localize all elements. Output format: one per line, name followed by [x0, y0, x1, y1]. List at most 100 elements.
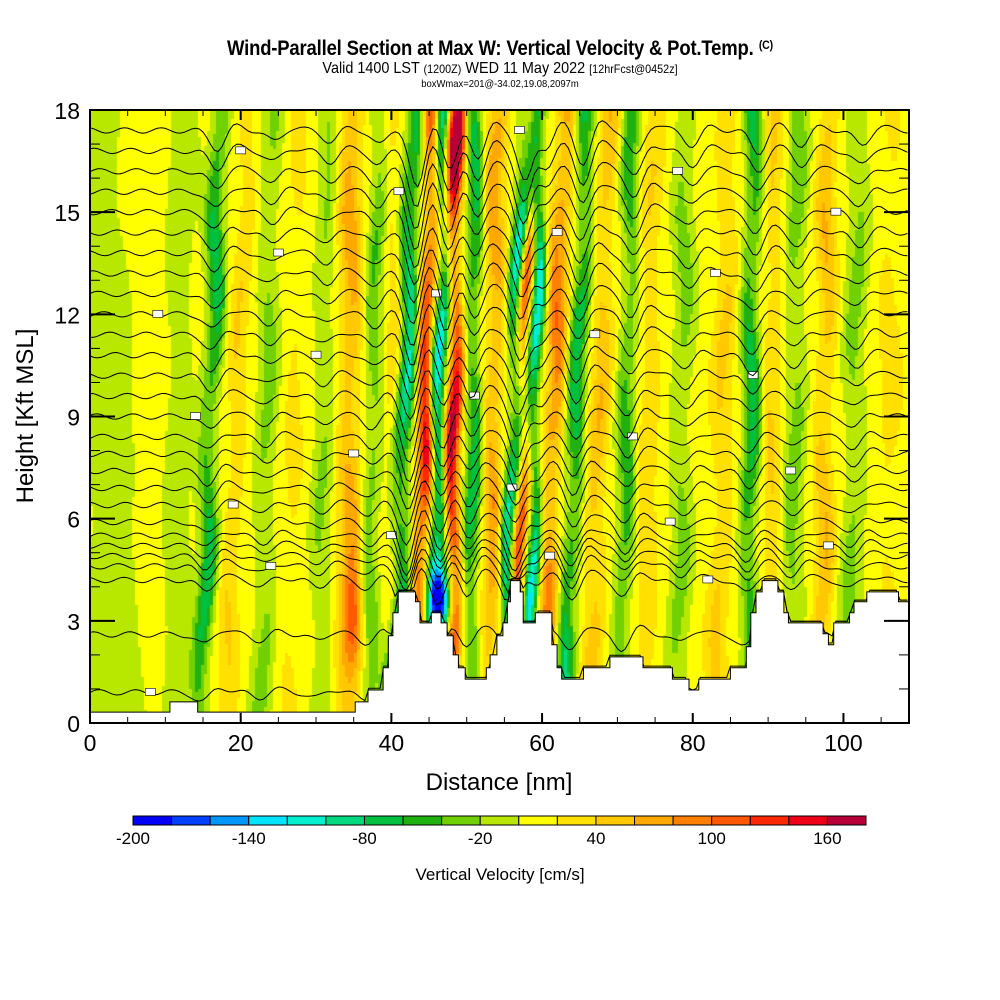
x-axis-title: Distance [nm]	[426, 769, 573, 796]
colorbar-segment	[672, 815, 713, 826]
isentrope-line	[90, 120, 908, 188]
isentrope-line	[90, 364, 908, 421]
isentrope-line	[90, 384, 908, 442]
y-tick-label: 6	[67, 507, 80, 533]
y-tick-label: 9	[67, 405, 80, 431]
isentrope-line	[90, 345, 908, 401]
isentrope-line	[90, 182, 908, 251]
isentrope-line	[90, 242, 908, 305]
isentrope-line	[90, 203, 908, 269]
isentrope-label	[144, 688, 156, 696]
x-tick-label: 60	[529, 730, 555, 756]
isentrope-line	[90, 460, 908, 510]
colorbar-segment	[788, 815, 828, 826]
x-tick-label: 80	[680, 730, 706, 756]
colorbar-segment	[402, 815, 443, 826]
isentrope-label	[627, 432, 638, 441]
isentrope-line	[90, 476, 908, 528]
isentrope-label	[348, 449, 360, 458]
isentrope-line	[90, 567, 908, 606]
terrain-polygon	[90, 580, 909, 723]
x-tick-label: 100	[824, 730, 862, 756]
forecast-info: [12hrFcst@0452z]	[589, 62, 678, 76]
isentrope-line	[90, 536, 908, 584]
isentrope-label	[152, 310, 164, 318]
x-tick-label: 20	[228, 730, 254, 756]
colorbar-tick-label: 100	[697, 829, 725, 848]
isentrope-label	[785, 466, 797, 475]
colorbar-tick-label: -140	[232, 829, 266, 848]
colorbar-segment	[479, 815, 520, 826]
valid-time: Valid 1400 LST	[322, 60, 420, 77]
colorbar-segment	[132, 815, 173, 826]
y-tick-label: 12	[54, 302, 80, 328]
x-tick-label: 0	[84, 730, 97, 756]
isentrope-line	[90, 445, 908, 496]
colorbar-segment	[171, 815, 211, 826]
isentrope-label	[830, 207, 842, 216]
isentrope-label	[227, 500, 239, 509]
chart-title-text: Wind-Parallel Section at Max W: Vertical…	[227, 37, 754, 60]
valid-utc: (1200Z)	[423, 62, 462, 76]
colorbar-tick-label: 160	[813, 829, 841, 848]
colorbar-segment	[826, 815, 867, 826]
colorbar-tick-label: -80	[352, 829, 377, 848]
y-tick-label: 0	[67, 711, 80, 737]
isentrope-line	[90, 139, 908, 207]
y-axis-title: Height [Kft MSL]	[12, 329, 39, 504]
isentrope-contours	[90, 120, 908, 702]
isentrope-line	[90, 545, 908, 591]
colorbar-segment	[441, 815, 481, 826]
isentrope-line	[90, 160, 908, 229]
isentrope-label	[664, 517, 676, 526]
colorbar: -200 -140 -80 -20 40 100 160	[116, 815, 867, 848]
chart-subtitle: Valid 1400 LST (1200Z) WED 11 May 2022 […	[50, 60, 950, 78]
isentrope-label	[702, 575, 714, 584]
copyright-mark: (C)	[758, 38, 773, 52]
isentrope-label	[190, 412, 201, 420]
isentrope-label	[273, 248, 284, 257]
colorbar-tick-label: 40	[586, 829, 605, 848]
isentrope-label	[514, 126, 525, 134]
box-wmax-info: boxWmax=201@-34.02,19.08,2097m	[421, 78, 579, 90]
colorbar-tick-label: -20	[468, 829, 493, 848]
isentrope-line	[90, 493, 908, 546]
isentrope-label	[265, 562, 277, 570]
colorbar-title: Vertical Velocity [cm/s]	[415, 865, 584, 884]
y-tick-label: 3	[67, 609, 80, 635]
y-tick-label: 18	[54, 98, 80, 124]
isentrope-line	[90, 554, 908, 595]
colorbar-segment	[749, 815, 790, 826]
terrain-mask	[90, 580, 909, 723]
y-tick-label: 15	[54, 200, 80, 226]
isentrope-line	[90, 283, 908, 346]
isentrope-line	[90, 262, 908, 325]
colorbar-segment	[711, 815, 751, 826]
colorbar-segment	[634, 815, 674, 826]
isentrope-line	[90, 303, 908, 366]
isentrope-label	[431, 289, 442, 298]
isentrope-line	[90, 578, 908, 653]
isentrope-line	[90, 326, 908, 383]
colorbar-segment	[363, 815, 404, 826]
x-tick-label: 40	[379, 730, 405, 756]
colorbar-segment	[248, 815, 288, 826]
isentrope-line	[90, 223, 908, 286]
isentrope-label	[589, 330, 601, 339]
isentrope-label	[551, 228, 563, 236]
chart-title: Wind-Parallel Section at Max W: Vertical…	[60, 37, 940, 61]
isentrope-label	[672, 167, 683, 175]
isentrope-line	[90, 510, 908, 565]
colorbar-tick-label: -200	[116, 829, 150, 848]
colorbar-segment	[209, 815, 250, 826]
axes: 0 20 40 60 80 100 0 3 6 9 12 15 18	[54, 98, 910, 756]
isentrope-label	[710, 269, 721, 277]
colorbar-segment	[556, 815, 597, 826]
isentrope-line	[90, 425, 908, 483]
isentrope-label	[235, 146, 246, 155]
isentrope-line	[90, 405, 908, 464]
colorbar-segment	[595, 815, 636, 826]
isentrope-label	[544, 551, 555, 560]
isentrope-label	[310, 350, 322, 359]
